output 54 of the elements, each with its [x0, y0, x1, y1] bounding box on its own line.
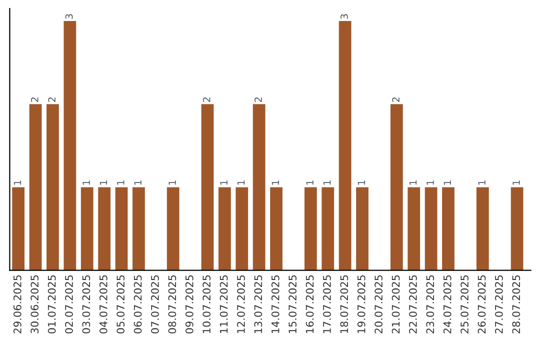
data-label: 1 [409, 180, 417, 185]
x-tick-label: 02.07.2025 [65, 275, 73, 334]
x-tick-label: 03.07.2025 [82, 275, 90, 334]
x-tick-label: 08.07.2025 [168, 275, 176, 334]
data-label: 1 [237, 180, 245, 185]
data-label: 3 [65, 14, 73, 19]
x-tick-label: 15.07.2025 [288, 275, 297, 333]
x-tick-label: 22.07.2025 [409, 275, 417, 334]
x-tick-label: 29.06.2025 [13, 275, 22, 334]
x-tick-label: 28.07.2025 [512, 275, 520, 334]
x-tick-label: 10.07.2025 [202, 275, 211, 333]
x-tick-label: 06.07.2025 [134, 275, 142, 334]
x-tick-label: 12.07.2025 [237, 275, 245, 333]
data-label: 1 [272, 180, 279, 185]
data-label: 1 [82, 180, 90, 185]
x-tick-label: 18.07.2025 [340, 275, 348, 333]
x-tick-label: 30.06.2025 [30, 275, 39, 334]
data-label: 3 [340, 14, 348, 19]
data-label: 2 [392, 97, 400, 102]
data-label: 1 [168, 180, 176, 185]
data-label: 1 [134, 180, 142, 185]
x-tick-label: 26.07.2025 [478, 275, 486, 334]
data-label: 1 [478, 180, 486, 185]
data-label: 1 [306, 180, 314, 185]
data-label: 1 [14, 180, 21, 185]
data-label: 1 [512, 180, 520, 185]
x-tick-label: 25.07.2025 [460, 275, 468, 334]
x-tick-label: 21.07.2025 [392, 275, 400, 334]
x-tick-label: 20.07.2025 [374, 275, 382, 334]
data-label: 1 [358, 180, 365, 185]
x-tick-label: 19.07.2025 [357, 275, 366, 333]
data-label: 1 [444, 180, 451, 185]
data-label: 2 [48, 97, 56, 102]
x-tick-label: 24.07.2025 [443, 275, 452, 334]
x-tick-label: 01.07.2025 [48, 275, 56, 334]
x-tick-label: 07.07.2025 [151, 275, 159, 334]
x-tick-label: 04.07.2025 [99, 275, 108, 334]
x-tick-label: 11.07.2025 [220, 275, 228, 333]
x-tick-label: 23.07.2025 [426, 275, 434, 334]
x-tick-label: 13.07.2025 [254, 275, 262, 333]
data-label: 2 [254, 97, 262, 102]
x-tick-label: 09.07.2025 [185, 275, 194, 334]
data-label: 1 [100, 180, 107, 185]
data-label: 1 [220, 180, 228, 185]
x-tick-label: 16.07.2025 [306, 275, 314, 333]
data-label: 2 [30, 97, 38, 102]
x-tick-label: 27.07.2025 [495, 275, 503, 334]
data-label: 1 [426, 180, 434, 185]
x-tick-label: 14.07.2025 [271, 275, 280, 333]
data-label: 1 [323, 180, 331, 185]
x-tick-label: 05.07.2025 [116, 275, 125, 334]
x-tick-label: 17.07.2025 [323, 275, 331, 333]
data-label: 2 [202, 97, 210, 102]
data-label: 1 [117, 180, 124, 185]
